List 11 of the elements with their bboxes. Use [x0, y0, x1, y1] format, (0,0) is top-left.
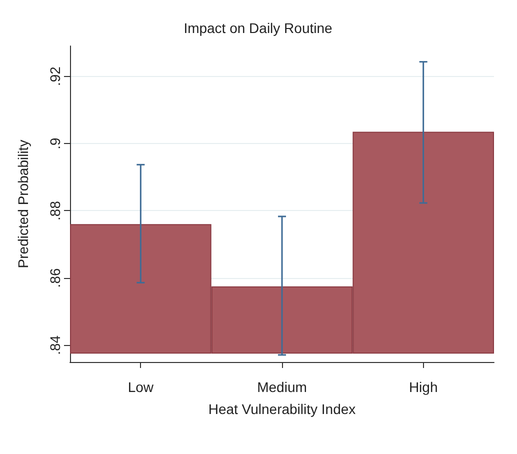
- chart-title: Impact on Daily Routine: [184, 20, 333, 36]
- y-tick-label: .84: [47, 335, 63, 355]
- x-axis-title: Heat Vulnerability Index: [208, 401, 356, 417]
- x-tick-label: High: [408, 379, 438, 395]
- y-tick-label: .92: [47, 66, 63, 86]
- y-tick-label: .88: [47, 200, 63, 220]
- x-tick-label: Medium: [257, 379, 307, 395]
- y-tick-label: .9: [47, 137, 63, 150]
- x-tick-label: Low: [128, 379, 154, 395]
- y-tick-label: .86: [47, 268, 63, 288]
- y-axis-title: Predicted Probability: [15, 140, 31, 268]
